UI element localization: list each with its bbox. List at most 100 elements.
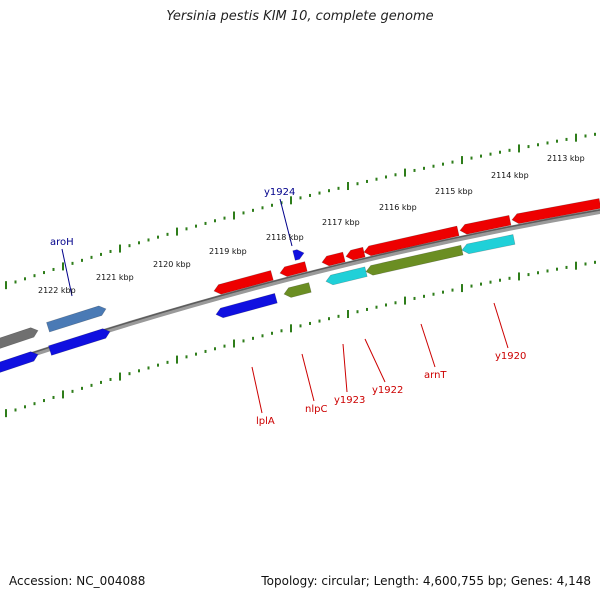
scale-tick — [575, 133, 577, 142]
label-leader-line — [364, 338, 386, 383]
scale-tick — [489, 152, 492, 156]
scale-tick — [375, 305, 378, 309]
scale-tick — [24, 405, 26, 409]
scale-tick — [423, 166, 425, 170]
scale-tick — [52, 395, 55, 399]
scale-tick — [470, 156, 473, 160]
scale-tick — [299, 324, 302, 328]
scale-tick — [337, 186, 340, 190]
gene-lplA-strand — [215, 293, 278, 319]
scale-tick — [546, 141, 549, 145]
scale-tick — [470, 284, 473, 288]
scale-tick — [33, 274, 36, 278]
gene-label-lplA[interactable]: lplA — [256, 416, 275, 427]
scale-tick — [432, 292, 435, 296]
scale-tick — [537, 271, 539, 275]
scale-tick — [90, 255, 93, 259]
scale-tick — [176, 227, 178, 236]
kbp-label: 2118 kbp — [266, 233, 304, 242]
scale-tick — [24, 277, 26, 281]
gene-label-y1922[interactable]: y1922 — [372, 385, 403, 396]
scale-tick — [309, 321, 311, 325]
scale-tick — [81, 386, 83, 390]
kbp-label: 2121 kbp — [96, 273, 134, 282]
scale-tick — [385, 175, 387, 179]
scale-tick — [195, 352, 197, 356]
scale-tick — [157, 235, 159, 239]
scale-tick — [52, 267, 55, 271]
scale-tick — [318, 191, 321, 195]
gene-label-aroH[interactable]: aroH — [50, 237, 74, 248]
genome-summary: Topology: circular; Length: 4,600,755 bp… — [261, 574, 591, 588]
scale-tick — [584, 134, 587, 138]
scale-tick — [242, 211, 245, 215]
scale-tick — [442, 162, 444, 166]
genes — [0, 198, 600, 373]
scale-tick — [356, 182, 359, 186]
gene-label-y1923[interactable]: y1923 — [334, 395, 365, 406]
gene-label-y1920[interactable]: y1920 — [495, 351, 526, 362]
gene-label-nlpC[interactable]: nlpC — [305, 404, 327, 415]
gene-forward-gray — [0, 327, 39, 349]
scale-tick — [594, 132, 596, 136]
scale-tick — [185, 355, 188, 359]
scale-tick — [147, 366, 150, 370]
scale-tick — [366, 307, 368, 311]
scale-tick — [81, 258, 83, 262]
gene-label-arnT[interactable]: arnT — [424, 370, 447, 381]
kbp-label: 2117 kbp — [322, 218, 360, 227]
gene-label-y1924[interactable]: y1924 — [264, 187, 295, 198]
scale-tick — [366, 179, 368, 183]
kbp-label: 2115 kbp — [435, 187, 473, 196]
scale-tick — [138, 369, 140, 373]
scale-tick — [527, 273, 530, 277]
scale-tick — [166, 360, 169, 364]
scale-tick — [100, 380, 102, 384]
gene-red-e — [363, 225, 460, 257]
gene-labels — [61, 198, 509, 414]
scale-tick — [584, 262, 587, 266]
gene-forward-blue-b — [48, 328, 111, 356]
label-leader-line — [279, 198, 293, 247]
scale-tick — [14, 408, 17, 412]
scale-tick — [299, 196, 302, 200]
label-leader-line — [61, 248, 73, 297]
scale-tick — [537, 143, 539, 147]
scale-tick — [413, 168, 416, 172]
scale-tick — [565, 137, 568, 141]
scale-tick — [214, 347, 216, 351]
scale-tick — [451, 288, 454, 292]
scale-tick — [423, 294, 425, 298]
scale-tick — [404, 168, 406, 177]
accession-text: Accession: NC_004088 — [9, 574, 146, 588]
kbp-label: 2116 kbp — [379, 203, 417, 212]
gene-y1920 — [461, 234, 516, 255]
scale-tick — [5, 409, 7, 418]
scale-tick — [147, 238, 150, 242]
scale-tick — [119, 372, 121, 381]
scale-tick — [442, 290, 444, 294]
scale-tick — [508, 148, 511, 152]
scale-tick — [280, 201, 283, 205]
kbp-label: 2120 kbp — [153, 260, 191, 269]
scale-tick — [309, 193, 311, 197]
scale-tick — [328, 189, 330, 193]
scale-tick — [565, 265, 568, 269]
scale-tick — [109, 377, 112, 381]
scale-tick — [518, 272, 520, 281]
label-leader-line — [493, 302, 509, 349]
scale-tick — [223, 344, 226, 348]
scale-tick — [14, 280, 17, 284]
scale-tick — [195, 224, 197, 228]
gene-forward-blue-a — [0, 351, 39, 373]
scale-tick — [271, 331, 273, 335]
scale-tick — [432, 164, 435, 168]
scale-tick — [157, 363, 159, 367]
kbp-label: 2113 kbp — [547, 154, 585, 163]
scale-tick — [214, 219, 216, 223]
scale-tick — [556, 139, 558, 143]
label-leader-line — [301, 353, 315, 402]
scale-tick — [43, 271, 45, 275]
scale-tick — [71, 261, 74, 265]
